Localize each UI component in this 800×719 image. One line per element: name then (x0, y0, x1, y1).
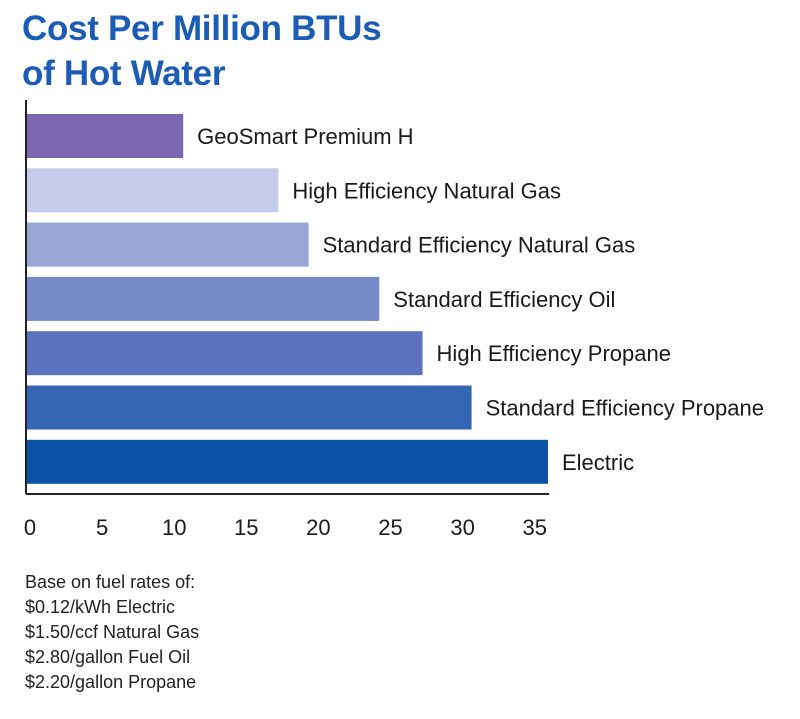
x-tick-label-20: 20 (306, 515, 330, 540)
bar-high-efficiency-propane (27, 331, 423, 376)
fuel-rate-propane: $2.20/gallon Propane (25, 672, 197, 692)
bar-label-electric: Electric (562, 450, 634, 475)
fuel-rate-fuel-oil: $2.80/gallon Fuel Oil (25, 647, 191, 667)
x-tick-label-0: 0 (24, 515, 36, 540)
bar-high-efficiency-natural-gas (27, 168, 279, 213)
x-tick-label-5: 5 (96, 515, 108, 540)
bar-label-geosmart-premium-h: GeoSmart Premium H (197, 124, 413, 149)
fuel-rate-electric: $0.12/kWh Electric (25, 597, 176, 617)
chart-title-line-1: Cost Per Million BTUs (22, 9, 382, 48)
x-tick-label-15: 15 (234, 515, 258, 540)
bar-standard-efficiency-oil (27, 276, 380, 321)
bar-label-high-efficiency-propane: High Efficiency Propane (437, 341, 671, 366)
bar-standard-efficiency-propane (27, 385, 472, 430)
fuel-rates-note: Base on fuel rates of: $0.12/kWh Electri… (25, 570, 199, 695)
x-tick-label-10: 10 (162, 515, 186, 540)
bar-label-high-efficiency-natural-gas: High Efficiency Natural Gas (292, 178, 561, 203)
fuel-rates-heading: Base on fuel rates of: (25, 572, 196, 592)
x-tick-labels-group: 0 5 10 15 20 25 30 35 (24, 515, 547, 540)
bar-geosmart-premium-h (27, 114, 184, 158)
x-tick-label-30: 30 (450, 515, 474, 540)
chart-title-line-2: of Hot Water (22, 54, 226, 93)
bar-labels-group: GeoSmart Premium H High Efficiency Natura… (197, 124, 764, 475)
bars-group (27, 114, 549, 484)
bar-label-standard-efficiency-oil: Standard Efficiency Oil (393, 287, 615, 312)
fuel-rate-natural-gas: $1.50/ccf Natural Gas (25, 622, 200, 642)
x-tick-label-35: 35 (522, 515, 546, 540)
bar-electric (27, 439, 549, 484)
bar-label-standard-efficiency-propane: Standard Efficiency Propane (486, 396, 764, 421)
chart-title: Cost Per Million BTUs of Hot Water (22, 6, 382, 96)
x-tick-label-25: 25 (378, 515, 402, 540)
bar-label-standard-efficiency-natural-gas: Standard Efficiency Natural Gas (323, 233, 636, 258)
bar-standard-efficiency-natural-gas (27, 222, 309, 267)
